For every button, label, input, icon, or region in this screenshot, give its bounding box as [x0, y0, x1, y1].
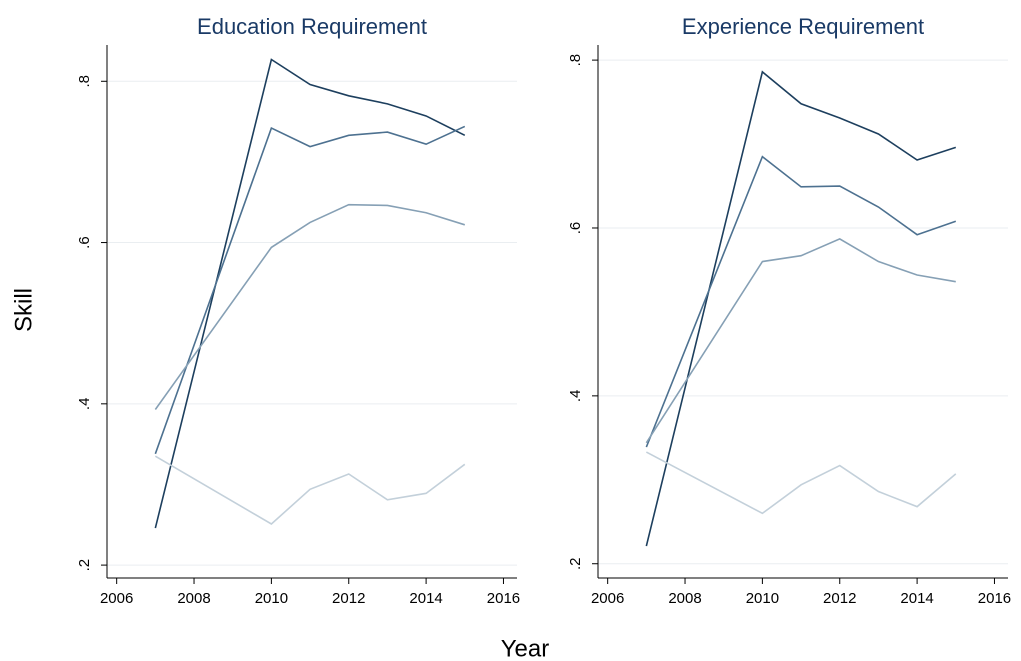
y-tick-label: .8 — [567, 54, 584, 67]
chart-title: Education Requirement — [197, 14, 427, 39]
line-series — [645, 70, 957, 547]
x-tick-label: 2016 — [978, 590, 1011, 607]
x-tick-label: 2010 — [255, 590, 288, 607]
y-tick-label: .8 — [76, 75, 93, 88]
line-series — [154, 58, 466, 529]
x-tick-label: 2006 — [591, 590, 624, 607]
line-series — [154, 125, 466, 455]
y-tick-label: .2 — [567, 557, 584, 570]
line-series — [154, 455, 466, 525]
x-tick-label: 2014 — [409, 590, 442, 607]
y-tick-label: .4 — [76, 398, 93, 411]
x-tick-label: 2010 — [746, 590, 779, 607]
line-series — [645, 237, 956, 444]
y-tick-label: .6 — [567, 222, 584, 235]
line-series — [154, 203, 466, 410]
y-tick-label: .2 — [76, 559, 93, 572]
x-axis-label: Year — [501, 635, 550, 661]
x-tick-label: 2008 — [177, 590, 210, 607]
y-tick-label: .6 — [76, 236, 93, 249]
line-series — [645, 155, 957, 448]
line-series — [645, 451, 957, 515]
chart-title: Experience Requirement — [682, 14, 924, 39]
y-tick-label: .4 — [567, 390, 584, 403]
x-tick-label: 2016 — [487, 590, 520, 607]
x-tick-label: 2008 — [668, 590, 701, 607]
x-tick-label: 2012 — [332, 590, 365, 607]
y-axis-label: Skill — [10, 288, 37, 332]
x-tick-label: 2006 — [100, 590, 133, 607]
x-tick-label: 2012 — [823, 590, 856, 607]
x-tick-label: 2014 — [900, 590, 933, 607]
